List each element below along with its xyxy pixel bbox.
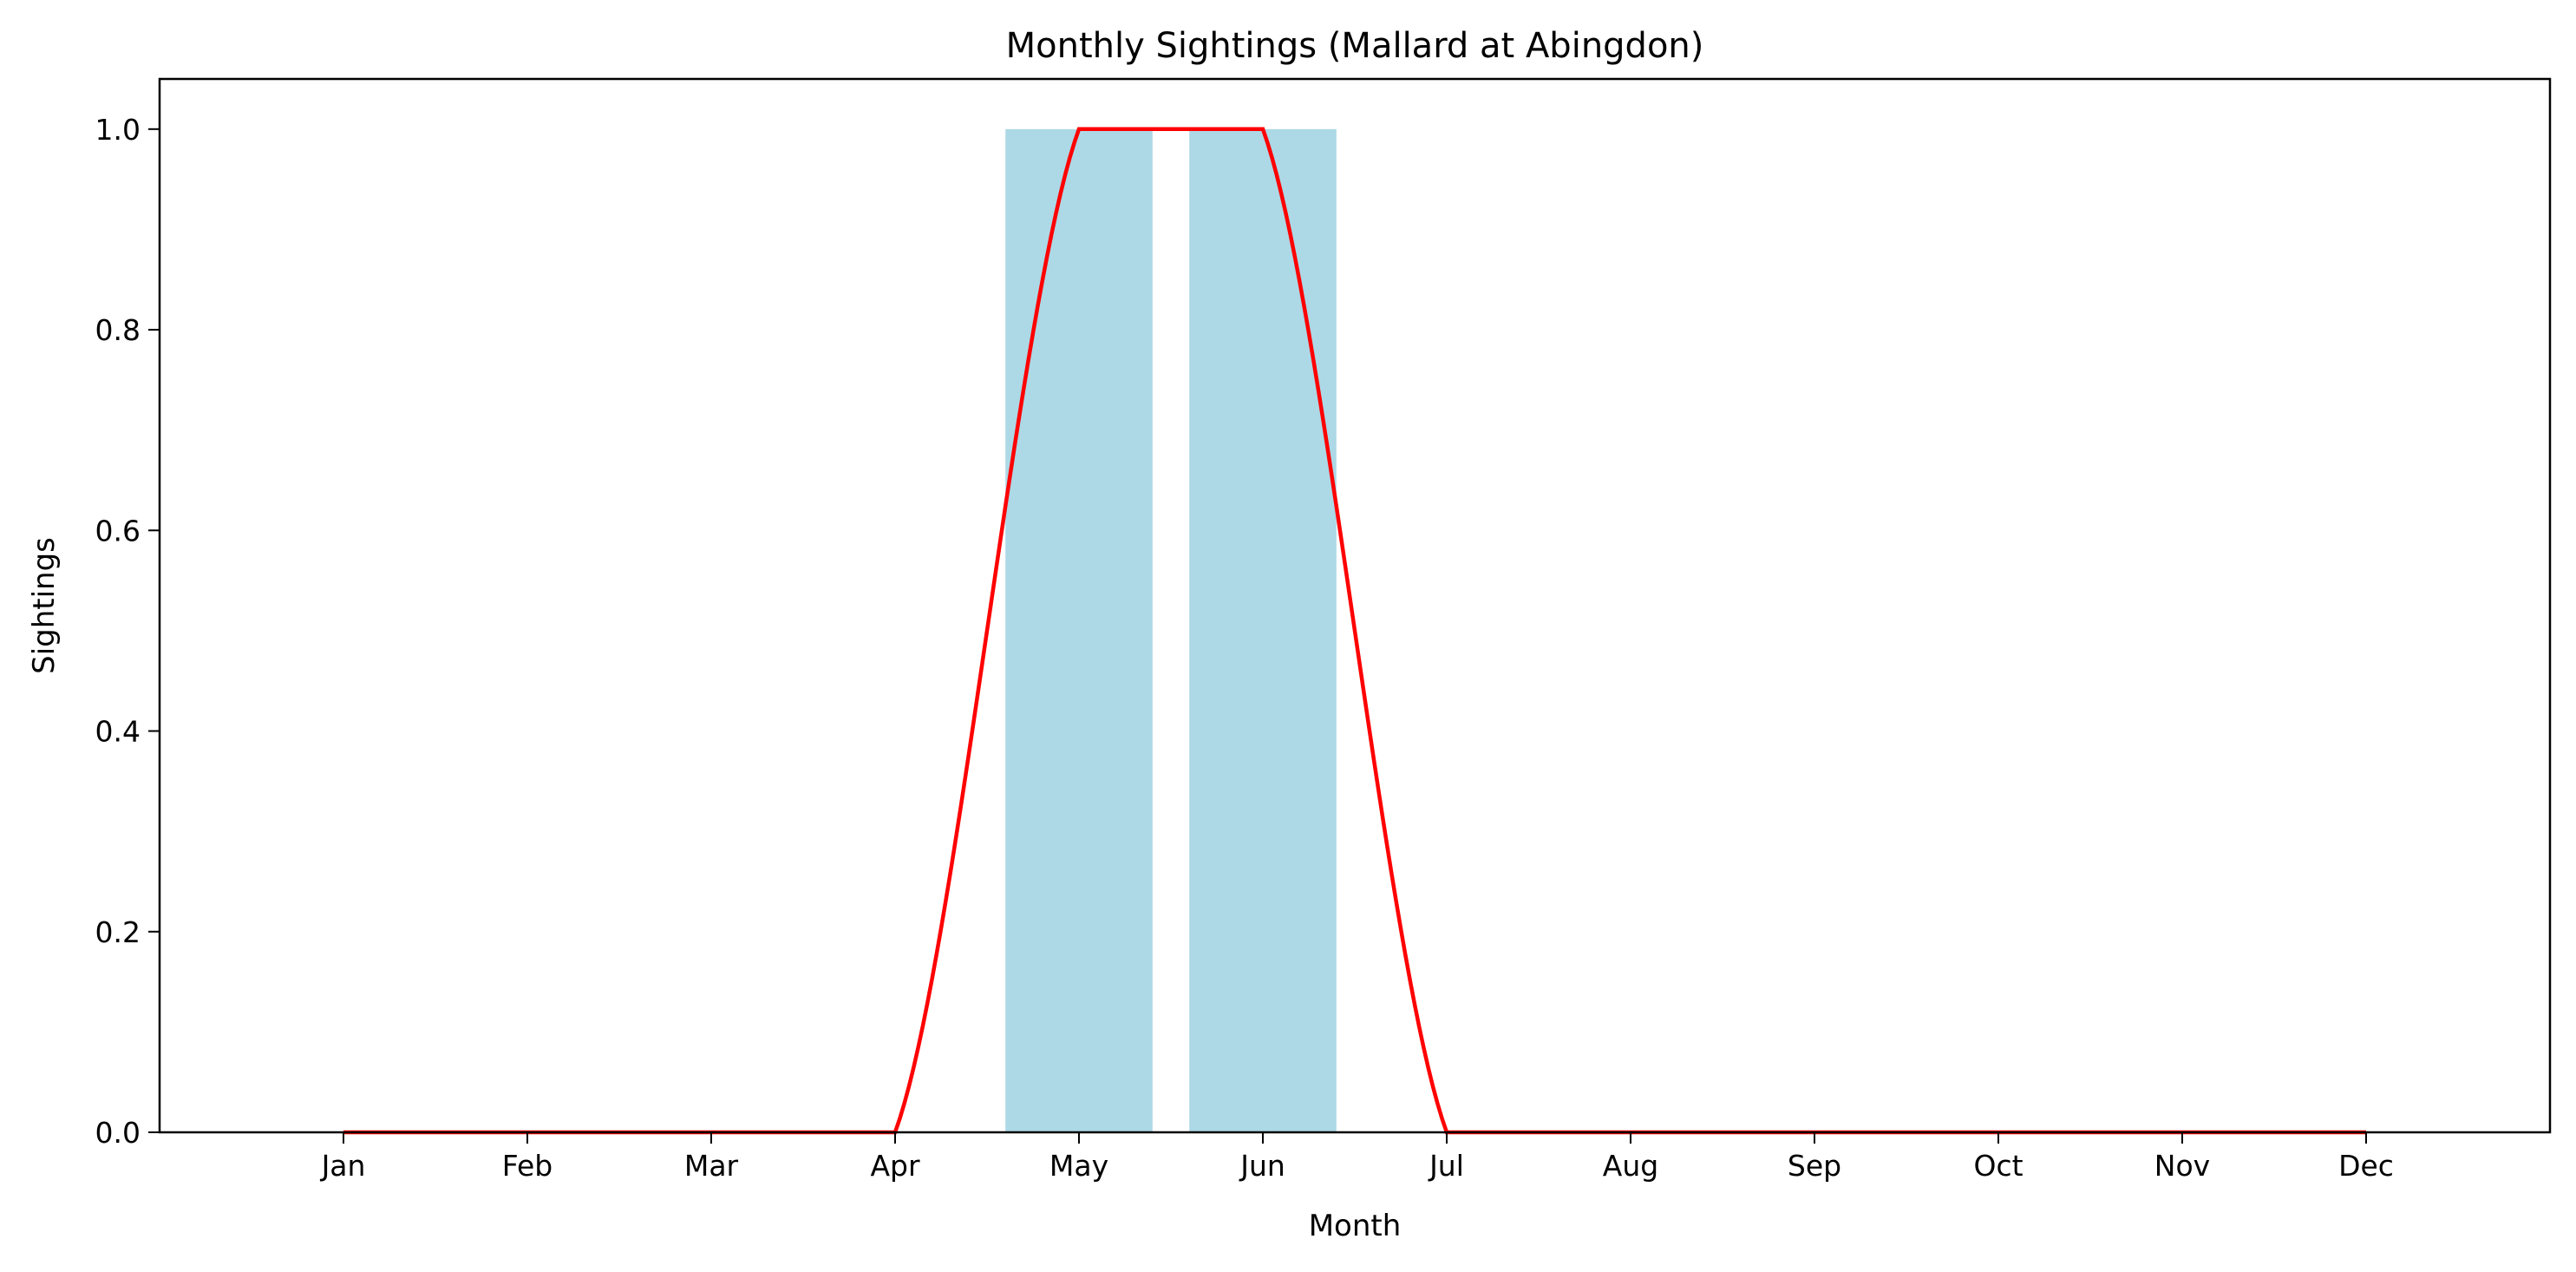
x-tick-label: Dec	[2338, 1149, 2394, 1183]
trend-line-group	[343, 127, 2366, 1135]
y-tick-label: 0.6	[95, 514, 141, 547]
x-tick-label: Oct	[1973, 1149, 2023, 1183]
y-tick-label: 0.4	[95, 715, 141, 749]
x-tick-label: Jul	[1428, 1149, 1464, 1183]
x-tick-label: Jan	[320, 1149, 366, 1183]
x-tick-label: Nov	[2154, 1149, 2210, 1183]
y-tick-label: 1.0	[95, 113, 141, 147]
bar-jun	[1189, 128, 1337, 1132]
plot-frame	[158, 77, 2552, 1134]
trend-line	[343, 127, 2366, 1135]
x-tick-label: Apr	[870, 1149, 920, 1183]
bar-may	[1005, 128, 1153, 1132]
x-tick-label: Sep	[1788, 1149, 1841, 1183]
x-tick-label: Mar	[684, 1149, 739, 1183]
x-axis: Jan Feb Mar Apr May Jun Jul Aug Sep Oct Nov Dec	[320, 1132, 2394, 1183]
chart-title: Monthly Sightings (Mallard at Abingdon)	[1006, 26, 1704, 66]
x-tick-label: Feb	[502, 1149, 552, 1183]
x-tick-label: Jun	[1239, 1149, 1285, 1183]
x-tick-label: May	[1049, 1149, 1108, 1183]
y-tick-label: 0.0	[95, 1116, 141, 1150]
bars	[1005, 128, 1337, 1132]
y-tick-label: 0.2	[95, 915, 141, 949]
y-tick-label: 0.8	[95, 313, 141, 347]
x-axis-label: Month	[1309, 1209, 1402, 1243]
y-axis: 0.0 0.2 0.4 0.6 0.8 1.0	[95, 113, 160, 1150]
y-axis-label: Sightings	[27, 537, 62, 674]
x-tick-label: Aug	[1603, 1149, 1658, 1183]
